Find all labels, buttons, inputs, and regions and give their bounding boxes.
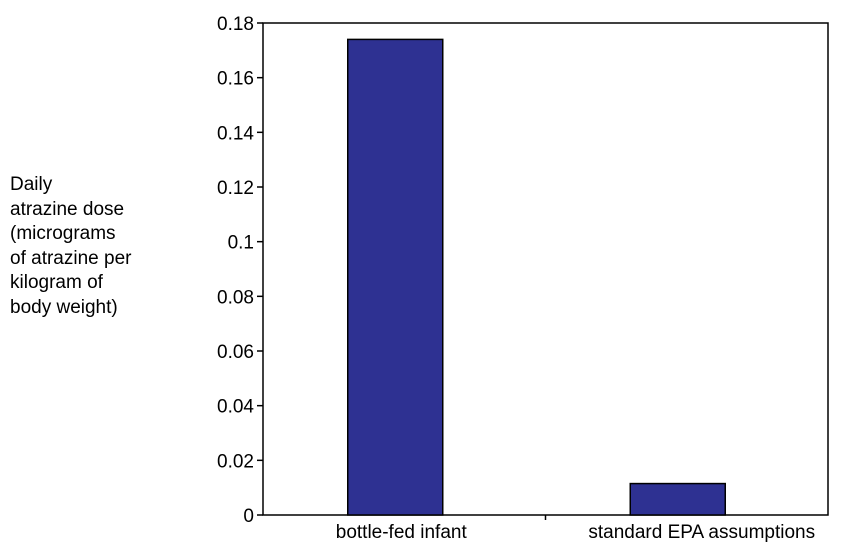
x-axis-categories: bottle-fed infant standard EPA assumption… xyxy=(336,515,815,542)
y-axis-label-line: atrazine dose xyxy=(10,198,125,220)
y-tick-label: 0.08 xyxy=(217,287,254,308)
y-axis-label-line: body weight) xyxy=(10,296,118,318)
y-tick-label: 0.1 xyxy=(228,233,254,254)
y-tick-label: 0.16 xyxy=(217,69,254,90)
x-category-label: standard EPA assumptions xyxy=(588,522,815,542)
y-axis-label-line: (micrograms xyxy=(10,223,116,244)
y-tick-label: 0.18 xyxy=(217,14,254,35)
y-tick-label: 0.06 xyxy=(217,342,254,363)
y-tick-label: 0 xyxy=(243,506,254,527)
y-tick-label: 0.02 xyxy=(217,451,254,472)
y-tick-label: 0.14 xyxy=(217,123,254,144)
y-tick-label: 0.12 xyxy=(217,178,254,199)
x-category-label: bottle-fed infant xyxy=(336,522,468,542)
y-tick-label: 0.04 xyxy=(217,397,254,418)
y-axis-label-line: kilogram of xyxy=(10,272,103,293)
y-axis-label-line: Daily xyxy=(10,174,53,195)
y-axis-label-line: of atrazine per xyxy=(10,247,132,269)
y-axis-ticks: 0 0.02 0.04 0.06 0.08 0.1 0.12 0.14 0.16 0.18 xyxy=(217,14,263,527)
bar xyxy=(629,482,726,516)
bar xyxy=(347,38,444,516)
y-axis-label: Daily atrazine dose (micrograms of atraz… xyxy=(10,173,190,320)
bars xyxy=(347,38,726,516)
